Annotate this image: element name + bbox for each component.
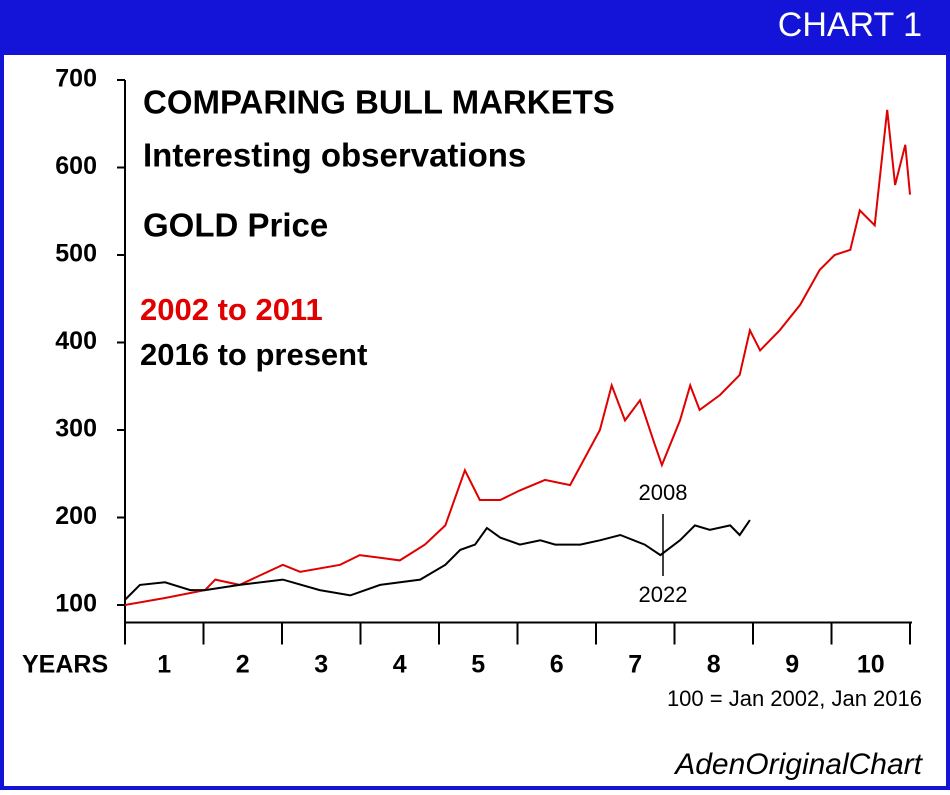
x-tick-label: 8 [707, 651, 721, 679]
x-tick-label: 7 [628, 651, 642, 679]
legend-entry: 2016 to present [140, 337, 367, 372]
annotation: 2008 [639, 480, 688, 505]
chart-subtitle: Interesting observations [143, 137, 526, 174]
y-tick-label: 700 [55, 65, 97, 93]
x-tick-label: 5 [471, 651, 485, 679]
series-line [124, 519, 751, 601]
y-tick-label: 200 [55, 502, 97, 530]
x-tick-label: 4 [393, 651, 407, 679]
y-tick-label: 500 [55, 240, 97, 268]
subject: GOLD Price [143, 207, 328, 244]
y-tick-label: 300 [55, 415, 97, 443]
x-axis-label: YEARS [22, 651, 108, 679]
y-tick-label: 400 [55, 327, 97, 355]
x-tick-label: 3 [314, 651, 328, 679]
x-tick-label: 9 [785, 651, 799, 679]
y-tick-label: 100 [55, 590, 97, 618]
x-tick-label: 2 [236, 651, 250, 679]
chart-title: COMPARING BULL MARKETS [143, 84, 615, 121]
note: 100 = Jan 2002, Jan 2016 [667, 686, 922, 711]
x-tick-label: 6 [550, 651, 564, 679]
legend-entry: 2002 to 2011 [140, 292, 323, 327]
header-bar [2, 2, 948, 55]
header: CHART 1 [778, 6, 922, 44]
x-tick-label: 10 [857, 651, 885, 679]
source: AdenOriginalChart [673, 748, 923, 781]
series-line [124, 109, 911, 606]
annotation: 2022 [639, 582, 688, 607]
x-tick-label: 1 [157, 651, 171, 679]
y-tick-label: 600 [55, 152, 97, 180]
